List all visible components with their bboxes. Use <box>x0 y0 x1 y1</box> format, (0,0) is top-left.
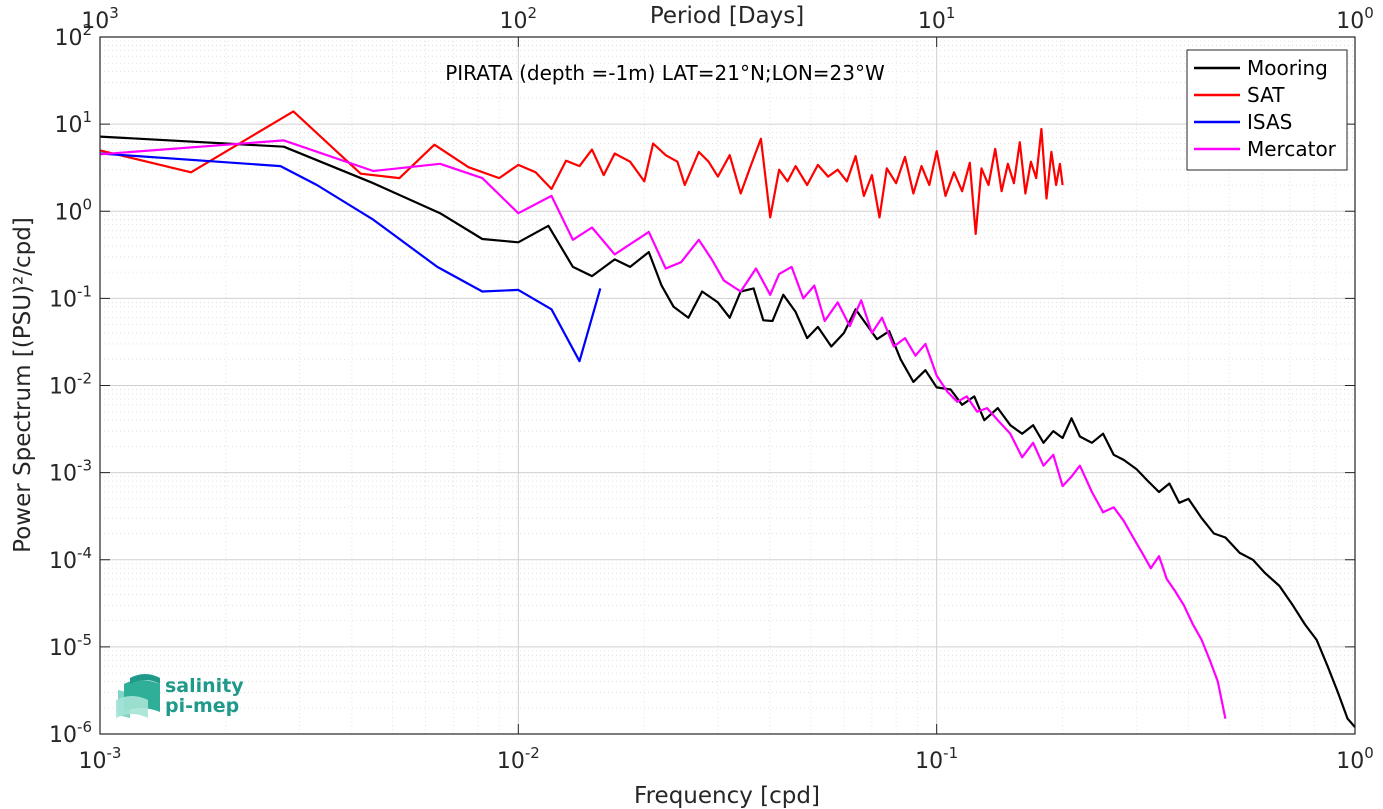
x-axis-title: Frequency [cpd] <box>634 783 820 809</box>
series-line-sat <box>99 110 1064 235</box>
top-tick-label: 101 <box>918 4 956 34</box>
x-tick-label: 10-1 <box>915 744 958 774</box>
y-tick-label: 10-6 <box>49 718 92 748</box>
y-tick-label: 100 <box>54 195 92 225</box>
series-layer <box>99 110 1356 728</box>
x-tick-label: 10-2 <box>497 744 540 774</box>
x-tick-label: 10-3 <box>79 744 122 774</box>
top-tick-label: 102 <box>500 4 538 34</box>
top-tick-label: 103 <box>81 4 119 34</box>
y-tick-label: 10-3 <box>49 457 92 487</box>
series-line-mooring <box>99 135 1356 728</box>
legend-label-isas: ISAS <box>1247 110 1292 134</box>
y-tick-label: 101 <box>54 108 92 138</box>
salinity-waves-icon <box>116 674 160 718</box>
legend-label-mooring: Mooring <box>1247 56 1328 80</box>
x-tick-label: 100 <box>1336 744 1374 774</box>
salinity-pi-mep-logo: salinity pi-mep <box>116 674 244 718</box>
top-tick-label: 100 <box>1336 4 1374 34</box>
y-tick-label: 102 <box>54 21 92 51</box>
legend-label-sat: SAT <box>1247 83 1285 107</box>
legend: Mooring SAT ISAS Mercator <box>1186 49 1348 171</box>
tick-marks <box>99 36 1356 735</box>
top-axis-title: Period [Days] <box>650 3 804 29</box>
logo-line1: salinity <box>165 675 244 697</box>
series-line-isas <box>99 152 602 363</box>
y-tick-label: 10-1 <box>49 282 92 312</box>
y-tick-label: 10-5 <box>49 631 92 661</box>
y-tick-label: 10-4 <box>49 544 92 574</box>
logo-line2: pi-mep <box>165 695 239 717</box>
plot-title: PIRATA (depth =-1m) LAT=21°N;LON=23°W <box>445 61 885 85</box>
y-axis-title: Power Spectrum [(PSU)²/cpd] <box>10 217 36 553</box>
y-tick-label: 10-2 <box>49 370 92 400</box>
series-line-mercator <box>99 139 1227 719</box>
legend-label-mercator: Mercator <box>1247 137 1337 161</box>
